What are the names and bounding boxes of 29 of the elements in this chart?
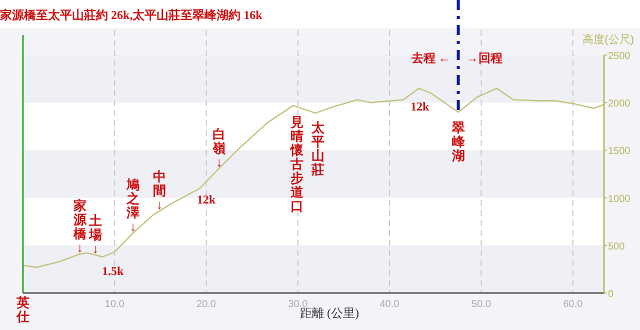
x-tick-label: 40.0 [380,299,400,310]
annotation: 見晴懷古步道口 [290,114,305,214]
x-tick-label: 50.0 [471,299,492,310]
line-series [22,88,605,268]
y-tick-label: 1000 [608,194,631,205]
annotation: 翠峰湖 [450,120,466,164]
y-axis-title: 高度(公尺) [582,33,634,46]
x-tick-label: 60.0 [563,299,584,310]
annotation: 12k [196,192,216,207]
x-tick-label: 10.0 [104,299,125,310]
y-tick-label: 1500 [608,146,631,158]
y-tick-label: 0 [608,289,614,300]
annotation: 1.5k [102,264,124,278]
y-tick-label: 500 [608,241,626,252]
text: 英仕 [16,295,30,324]
x-tick-label: 20.0 [196,299,216,310]
y-tick-label: 2500 [608,51,631,62]
annotation: 土場↓ [88,212,102,256]
annotation: 白嶺↓ [212,126,226,170]
y-tick-label: 2000 [608,98,631,110]
x-axis-title: 距離 (公里) [300,306,359,320]
annotation: 太平山莊 [310,120,326,178]
annotation: →回程 [466,51,502,65]
annotation: 中間↓ [153,169,166,212]
chart-title: 家源橋至太平山莊約 26k,太平山莊至翠峰湖約 16k [0,8,263,22]
annotation: 去程 ← [410,51,450,65]
annotation: 鳩之澤↓ [125,177,140,234]
annotation: 12k [410,99,430,114]
annotation: 家源橋↓ [72,198,88,255]
